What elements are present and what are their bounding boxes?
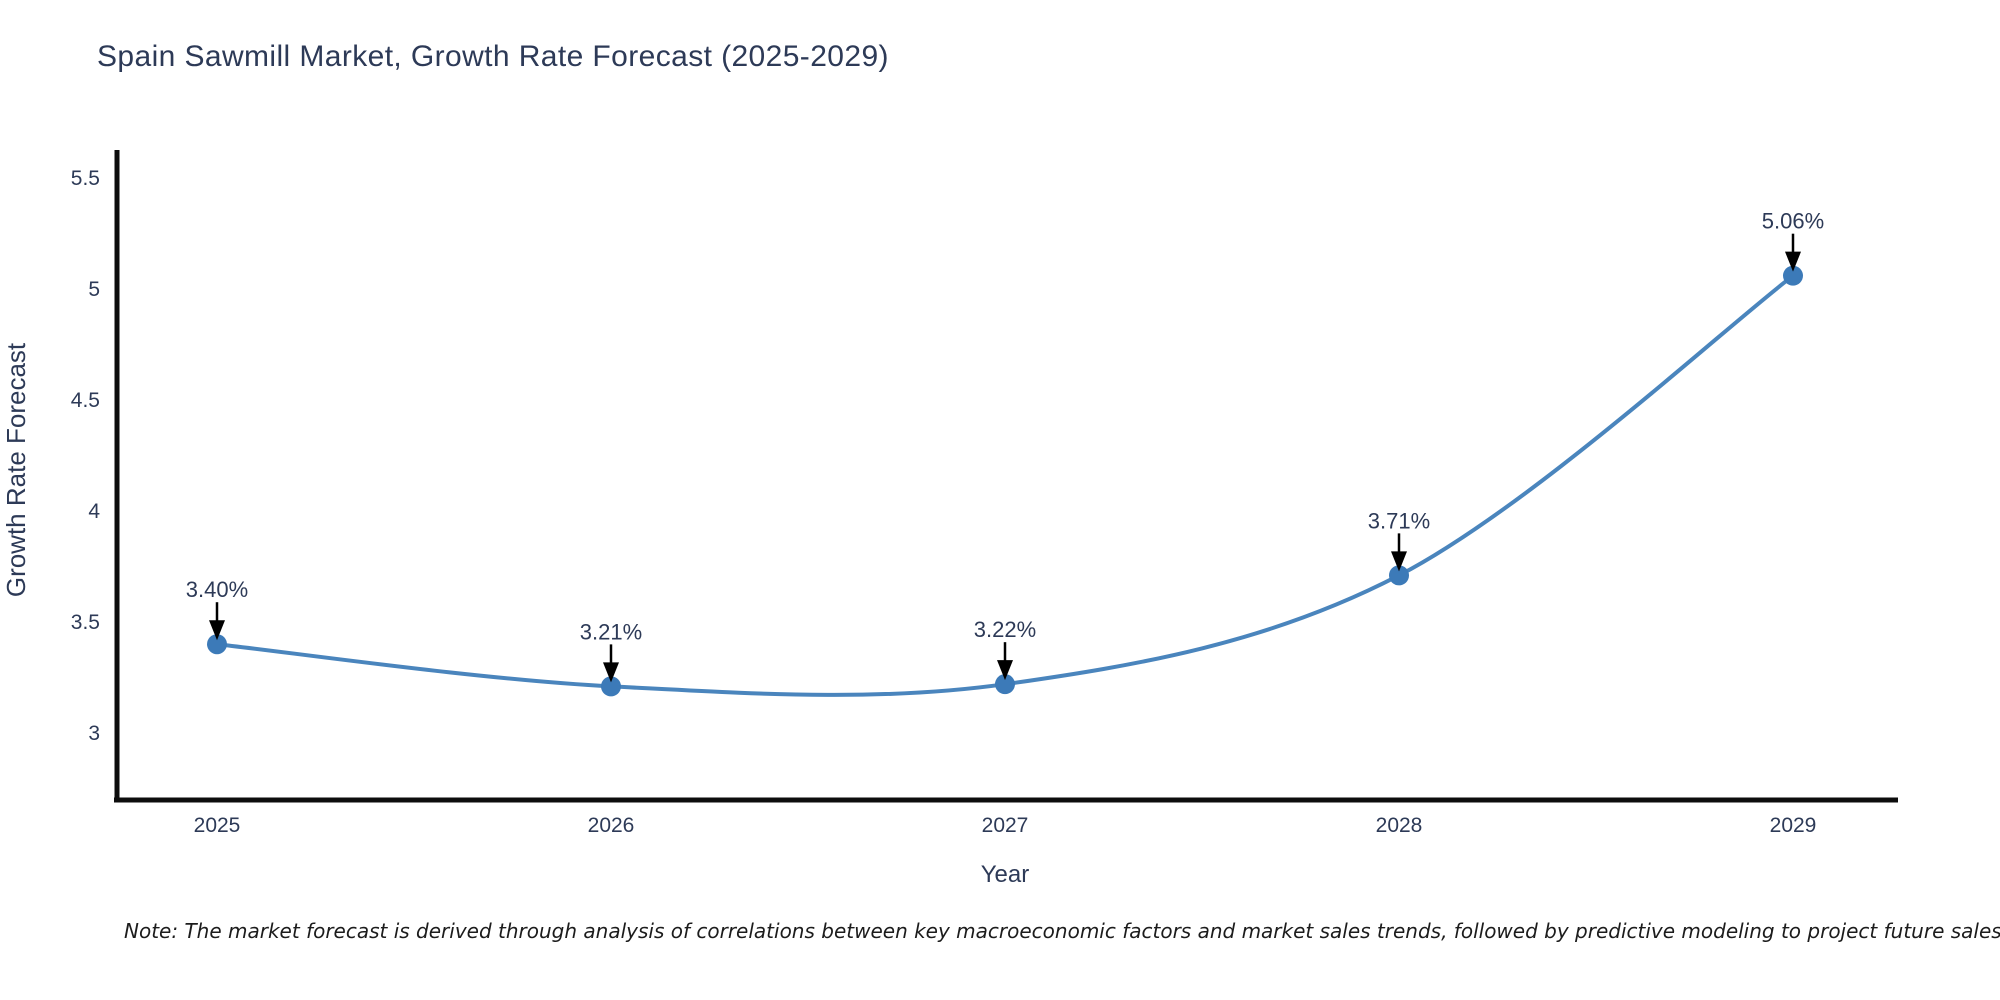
- x-tick-label-2029: 2029: [1770, 814, 1817, 837]
- annotation-label-2029: 5.06%: [1762, 209, 1824, 234]
- y-tick-label-5.5: 5.5: [71, 167, 100, 190]
- data-point-2027: [995, 674, 1015, 695]
- footnote: Note: The market forecast is derived thr…: [124, 919, 2000, 943]
- x-tick-label-2026: 2026: [588, 814, 635, 837]
- annotation-arrowhead-2027: [997, 660, 1013, 681]
- data-point-2029: [1783, 265, 1803, 286]
- annotation-label-2026: 3.21%: [580, 619, 642, 644]
- annotation-arrowhead-2029: [1785, 251, 1801, 272]
- y-tick-label-3: 3: [88, 722, 100, 745]
- x-tick-label-2027: 2027: [982, 814, 1029, 837]
- annotation-label-2028: 3.71%: [1368, 508, 1430, 533]
- data-point-2028: [1389, 565, 1409, 586]
- y-tick-label-4.5: 4.5: [71, 389, 100, 412]
- data-point-2025: [207, 634, 227, 655]
- y-tick-label-3.5: 3.5: [71, 611, 100, 634]
- annotation-label-2027: 3.22%: [974, 617, 1036, 642]
- annotation-arrowhead-2028: [1391, 551, 1407, 572]
- annotation-label-2025: 3.40%: [186, 577, 248, 602]
- annotation-arrowhead-2025: [209, 620, 225, 641]
- annotation-arrowhead-2026: [603, 662, 619, 683]
- y-tick-label-4: 4: [88, 500, 100, 523]
- forecast-line: [215, 273, 1795, 697]
- x-tick-label-2025: 2025: [194, 814, 241, 837]
- x-axis-title: Year: [981, 861, 1030, 888]
- y-tick-label-5: 5: [88, 278, 100, 301]
- data-point-2026: [601, 676, 621, 697]
- y-axis-title: Growth Rate Forecast: [1, 342, 31, 597]
- x-tick-label-2028: 2028: [1376, 814, 1423, 837]
- chart-title: Spain Sawmill Market, Growth Rate Foreca…: [97, 40, 889, 73]
